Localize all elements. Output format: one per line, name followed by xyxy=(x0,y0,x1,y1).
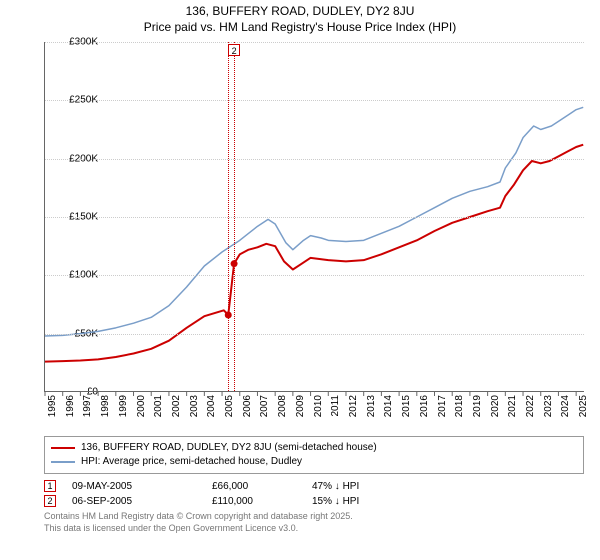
x-tick-label: 2002 xyxy=(171,395,182,417)
sale-row: 1 09-MAY-2005£66,00047% ↓ HPI xyxy=(44,480,584,492)
attribution-line-1: Contains HM Land Registry data © Crown c… xyxy=(44,511,353,521)
x-tick-label: 2006 xyxy=(242,395,253,417)
x-tick-label: 2009 xyxy=(295,395,306,417)
gridline xyxy=(45,334,584,335)
legend-swatch xyxy=(51,461,75,463)
title-line-2: Price paid vs. HM Land Registry's House … xyxy=(144,20,456,34)
sale-row-marker: 2 xyxy=(44,495,56,507)
sale-row-hpi: 47% ↓ HPI xyxy=(312,481,359,492)
chart-title: 136, BUFFERY ROAD, DUDLEY, DY2 8JU Price… xyxy=(0,0,600,35)
legend: 136, BUFFERY ROAD, DUDLEY, DY2 8JU (semi… xyxy=(44,436,584,474)
x-tick-label: 2007 xyxy=(259,395,270,417)
x-tick-label: 2012 xyxy=(348,395,359,417)
legend-label: HPI: Average price, semi-detached house,… xyxy=(81,455,302,469)
x-tick-label: 2011 xyxy=(330,395,341,417)
x-tick-label: 2015 xyxy=(401,395,412,417)
x-tick-label: 1997 xyxy=(82,395,93,417)
sale-row: 2 06-SEP-2005£110,00015% ↓ HPI xyxy=(44,495,584,507)
legend-item: 136, BUFFERY ROAD, DUDLEY, DY2 8JU (semi… xyxy=(51,441,577,455)
sale-marker-label: 2 xyxy=(228,44,240,56)
x-tick-label: 2022 xyxy=(525,395,536,417)
x-tick-label: 2020 xyxy=(490,395,501,417)
attribution: Contains HM Land Registry data © Crown c… xyxy=(44,511,584,534)
x-tick-label: 2016 xyxy=(419,395,430,417)
x-tick-label: 1995 xyxy=(47,395,58,417)
gridline xyxy=(45,42,584,43)
legend-label: 136, BUFFERY ROAD, DUDLEY, DY2 8JU (semi… xyxy=(81,441,377,455)
sale-marker-line xyxy=(234,42,235,391)
x-tick-label: 2000 xyxy=(136,395,147,417)
x-tick-label: 1999 xyxy=(118,395,129,417)
sales-data-rows: 1 09-MAY-2005£66,00047% ↓ HPI 2 06-SEP-2005… xyxy=(44,480,584,507)
series-hpi xyxy=(45,107,583,336)
title-line-1: 136, BUFFERY ROAD, DUDLEY, DY2 8JU xyxy=(186,4,415,18)
x-tick-label: 1998 xyxy=(100,395,111,417)
legend-item: HPI: Average price, semi-detached house,… xyxy=(51,455,577,469)
x-tick-label: 2013 xyxy=(366,395,377,417)
x-tick-label: 2018 xyxy=(454,395,465,417)
x-tick-label: 2003 xyxy=(189,395,200,417)
x-tick-label: 2001 xyxy=(153,395,164,417)
chart-footer: 136, BUFFERY ROAD, DUDLEY, DY2 8JU (semi… xyxy=(44,436,584,534)
x-tick-label: 2004 xyxy=(206,395,217,417)
x-tick-label: 2021 xyxy=(507,395,518,417)
chart-container: 136, BUFFERY ROAD, DUDLEY, DY2 8JU Price… xyxy=(0,0,600,560)
sale-row-hpi: 15% ↓ HPI xyxy=(312,496,359,507)
x-tick-label: 2025 xyxy=(578,395,589,417)
x-tick-label: 2017 xyxy=(437,395,448,417)
x-tick-label: 2010 xyxy=(313,395,324,417)
sale-marker-line xyxy=(228,42,229,391)
x-tick-label: 2023 xyxy=(543,395,554,417)
sale-row-date: 06-SEP-2005 xyxy=(72,496,212,507)
gridline xyxy=(45,275,584,276)
attribution-line-2: This data is licensed under the Open Gov… xyxy=(44,523,298,533)
sale-row-price: £110,000 xyxy=(212,496,312,507)
x-tick-label: 2024 xyxy=(560,395,571,417)
sale-row-date: 09-MAY-2005 xyxy=(72,481,212,492)
sale-row-price: £66,000 xyxy=(212,481,312,492)
gridline xyxy=(45,100,584,101)
sale-row-marker: 1 xyxy=(44,480,56,492)
gridline xyxy=(45,159,584,160)
x-tick-label: 2005 xyxy=(224,395,235,417)
chart-area: 2 19951996199719981999200020012002200320… xyxy=(44,42,584,392)
gridline xyxy=(45,217,584,218)
x-tick-label: 2008 xyxy=(277,395,288,417)
plot-region: 2 xyxy=(44,42,584,392)
legend-swatch xyxy=(51,447,75,449)
x-tick-label: 1996 xyxy=(65,395,76,417)
x-tick-label: 2014 xyxy=(383,395,394,417)
x-tick-label: 2019 xyxy=(472,395,483,417)
